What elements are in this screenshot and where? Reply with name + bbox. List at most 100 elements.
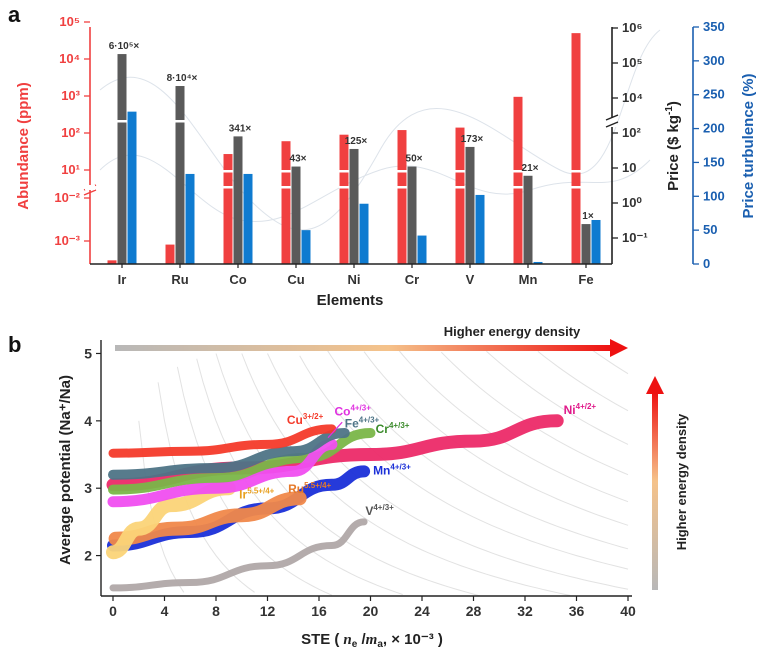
break-stripe-ni-1 [339,186,349,189]
b-y-tick-label-2: 4 [84,413,92,429]
price-tick-label-4: 10 [622,160,636,175]
break-stripe-mn-0 [513,170,523,173]
bar-abundance-ru [165,244,175,264]
category-label-ir: Ir [118,272,127,287]
panel-a-category-labels: Ir Ru Co Cu Ni Cr V Mn Fe [118,264,594,287]
co-pointer-line [327,421,343,439]
abundance-tick-label-3: 10² [61,125,80,140]
b-x-tick-label-1: 4 [161,603,169,619]
bar-abundance-ni [339,134,349,264]
bar-price-cr [407,166,417,264]
guide-curve-3 [196,358,403,595]
turbulence-tick-label-0: 0 [703,256,710,271]
bar-price-turbulence-cr [417,235,427,264]
series-label-ru: Ru5.5+/4+ [288,481,331,496]
bar-price-co [233,136,243,264]
bar-price-turbulence-ir [127,111,137,265]
break-stripe-price-ru [175,120,185,123]
bar-abundance-co [223,154,233,264]
b-x-tick-label-4: 16 [311,603,327,619]
horizontal-energy-arrow [115,339,628,357]
turbulence-tick-label-1: 50 [703,222,717,237]
category-label-cu: Cu [287,272,304,287]
price-tick-label-0: 10⁶ [622,20,642,35]
bar-price-turbulence-ru [185,173,195,264]
price-tick-label-6: 10⁻¹ [622,230,648,245]
panel-b-y-ticks: 2 3 4 5 [84,345,101,564]
break-stripe-cr-1 [397,186,407,189]
price-ratio-annotation-ir: 6·10⁵× [109,41,140,52]
bar-price-turbulence-co [243,173,253,264]
guide-curve-9 [363,351,629,526]
guide-curve-2 [176,366,333,596]
guide-curve-10 [395,346,629,503]
b-x-tick-label-8: 32 [517,603,533,619]
turbulence-axis-title: Price turbulence (%) [740,73,757,218]
guide-curve-11 [440,351,629,476]
series-label-v: V4+/3+ [365,503,394,518]
bar-abundance-mn [513,96,523,265]
series-band-fe [108,428,350,480]
price-ratio-annotation-cu: 43× [290,154,307,165]
break-stripe-mn-1 [513,186,523,189]
panel-b-y-axis-title: Average potential (Na⁺/Na) [57,375,74,565]
vertical-energy-arrow [646,376,664,590]
panel-a-x-axis-title: Elements [317,292,384,309]
guide-curve-13 [537,351,629,412]
panel-b-x-ticks: 0 4 8 12 16 20 24 28 32 36 40 [109,596,636,619]
price-tick-label-2: 10⁴ [622,90,643,105]
panel-b-series [106,414,564,592]
category-label-mn: Mn [519,272,538,287]
price-axis-title: Price ($ kg-1) [664,101,682,191]
left-axis-title: Abundance (ppm) [15,82,32,210]
abundance-tick-label-0: 10⁵ [59,14,80,29]
break-stripe-v-1 [455,186,465,189]
bar-abundance-cu [281,141,291,264]
guide-curve-8 [324,347,629,550]
bar-price-cu [291,166,301,264]
break-stripe-fe-0 [571,170,581,173]
guide-curve-14 [589,347,629,375]
vertical-arrow-head [646,376,664,394]
bar-price-turbulence-cu [301,230,311,264]
bar-price-ru [175,86,185,265]
guide-curve-1 [157,382,255,593]
series-label-ni: Ni4+/2+ [564,402,597,417]
turbulence-axis-ticks: 0 50 100 150 200 250 300 350 [693,19,725,271]
price-ratio-annotation-mn: 21× [522,163,539,174]
b-y-tick-label-1: 3 [84,480,92,496]
bar-price-turbulence-fe [591,219,601,264]
abundance-tick-label-2: 10³ [61,88,80,103]
bar-price-v [465,146,475,264]
horizontal-arrow-bar [115,345,612,351]
price-axis-break [605,114,619,128]
turbulence-tick-label-3: 150 [703,154,725,169]
bar-abundance-fe [571,33,581,265]
series-band-ir [106,481,236,560]
panel-a-letter: a [8,2,21,27]
b-y-tick-label-3: 5 [84,345,92,361]
bar-price-ir [117,54,127,265]
series-band-co [107,438,338,508]
vertical-arrow-bar [652,392,658,590]
b-x-tick-label-9: 36 [569,603,585,619]
price-tick-label-3: 10² [622,125,641,140]
bar-price-fe [581,224,591,264]
price-tick-label-1: 10⁵ [622,55,643,70]
bar-price-turbulence-v [475,194,485,264]
category-label-v: V [466,272,475,287]
b-x-tick-label-6: 24 [414,603,430,619]
category-label-ru: Ru [171,272,188,287]
turbulence-tick-label-4: 200 [703,121,725,136]
b-x-tick-label-0: 0 [109,603,117,619]
series-band-cu [108,424,337,458]
panel-b-x-axis-title: STE (ne /ma, × 10⁻³ ) [301,631,443,650]
horizontal-arrow-head [610,339,628,357]
series-band-v [109,518,368,592]
price-tick-label-5: 10⁰ [622,195,642,210]
abundance-tick-label-4: 10¹ [61,162,80,177]
turbulence-tick-label-6: 300 [703,53,725,68]
break-stripe-ni-0 [339,170,349,173]
price-ratio-annotation-co: 341× [229,123,252,134]
